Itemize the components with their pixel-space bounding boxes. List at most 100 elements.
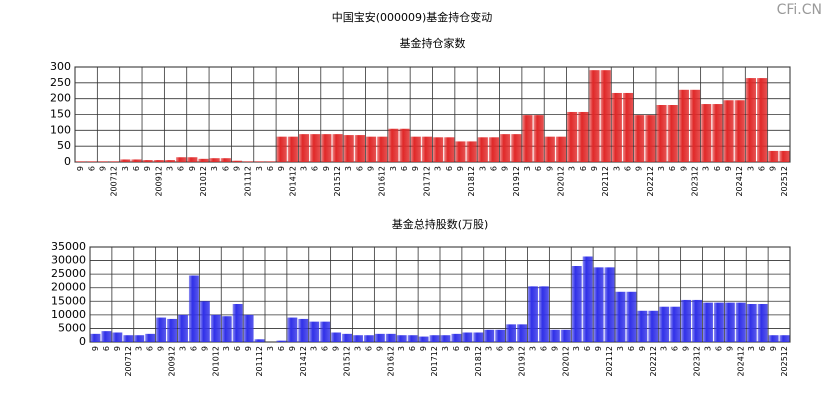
x-tick-label: 201512: [333, 166, 342, 197]
x-tick-label: 3: [121, 166, 130, 171]
bar: [385, 333, 396, 342]
bar: [332, 134, 343, 162]
x-tick-label: 201912: [518, 346, 527, 377]
bar: [365, 136, 377, 162]
bar: [703, 302, 713, 342]
bar: [500, 134, 511, 162]
x-tick-label: 9: [277, 166, 286, 171]
x-tick-label: 9: [91, 346, 100, 351]
x-tick-label: 202512: [780, 346, 789, 377]
bar: [298, 318, 309, 342]
x-tick-label: 6: [489, 166, 498, 171]
bar: [506, 324, 517, 342]
bar: [549, 329, 560, 342]
bar: [462, 332, 473, 342]
y-tick-label: 30000: [51, 254, 86, 267]
bar: [399, 128, 410, 162]
bar: [582, 256, 593, 342]
x-tick-label: 3: [568, 166, 577, 171]
y-tick-label: 50: [57, 139, 71, 152]
x-tick-label: 6: [627, 346, 636, 351]
x-tick-label: 3: [389, 166, 398, 171]
x-tick-label: 6: [671, 346, 680, 351]
bar: [153, 160, 164, 162]
y-tick-label: 300: [50, 60, 71, 73]
x-tick-label: 201712: [430, 346, 439, 377]
x-tick-label: 9: [411, 166, 420, 171]
x-tick-label: 9: [635, 166, 644, 171]
x-tick-label: 6: [539, 346, 548, 351]
x-tick-label: 9: [679, 166, 688, 171]
x-tick-label: 6: [364, 346, 373, 351]
bar: [611, 92, 622, 162]
bar: [342, 333, 352, 342]
x-tick-label: 9: [375, 346, 384, 351]
bar: [407, 335, 418, 342]
x-tick-label: 9: [157, 346, 166, 351]
bar: [701, 104, 712, 162]
x-tick-label: 9: [725, 346, 734, 351]
bar: [533, 115, 544, 162]
bar: [209, 158, 220, 162]
x-tick-label: 200712: [110, 166, 119, 197]
x-tick-label: 9: [550, 346, 559, 351]
bar: [604, 267, 615, 342]
x-tick-label: 9: [419, 346, 428, 351]
x-tick-label: 3: [222, 346, 231, 351]
x-tick-label: 3: [703, 346, 712, 351]
x-tick-label: 3: [612, 166, 621, 171]
bar: [123, 335, 134, 342]
bar: [517, 324, 527, 342]
x-tick-label: 6: [400, 166, 409, 171]
bar: [451, 333, 462, 342]
x-tick-label: 9: [594, 346, 603, 351]
bar: [243, 161, 254, 162]
bar: [779, 335, 790, 342]
bar: [712, 104, 723, 162]
bar: [735, 302, 746, 342]
y-tick-label: 35000: [51, 240, 86, 253]
x-tick-label: 3: [353, 346, 362, 351]
bar: [231, 160, 243, 162]
x-tick-label: 202112: [601, 166, 610, 197]
x-tick-label: 9: [288, 346, 297, 351]
bar: [615, 291, 626, 342]
bar: [309, 321, 320, 342]
bar: [626, 291, 637, 342]
x-tick-label: 3: [165, 166, 174, 171]
bar: [254, 161, 265, 162]
x-tick-label: 201812: [474, 346, 483, 377]
y-tick-label: 10000: [51, 308, 86, 321]
bar: [589, 70, 600, 162]
x-tick-label: 3: [397, 346, 406, 351]
bar: [637, 310, 648, 342]
chart-title: 基金持仓家数: [400, 36, 466, 50]
x-tick-label: 3: [657, 166, 666, 171]
x-tick-label: 201612: [386, 346, 395, 377]
bar: [164, 160, 176, 162]
bar: [198, 158, 209, 162]
bar: [444, 137, 455, 162]
bar: [678, 89, 689, 162]
x-tick-label: 6: [221, 166, 230, 171]
bar: [298, 134, 310, 162]
y-tick-label: 5000: [58, 321, 86, 334]
x-tick-label: 9: [232, 166, 241, 171]
x-tick-label: 6: [713, 166, 722, 171]
x-tick-label: 202412: [736, 346, 745, 377]
bar: [410, 136, 421, 162]
x-tick-label: 6: [87, 166, 96, 171]
bar: [670, 306, 681, 342]
x-tick-label: 6: [132, 166, 141, 171]
bar: [90, 333, 101, 342]
x-tick-label: 6: [177, 166, 186, 171]
bar: [746, 304, 757, 342]
x-tick-label: 9: [200, 346, 209, 351]
bar: [600, 70, 611, 162]
x-tick-label: 201812: [467, 166, 476, 197]
bar: [455, 141, 466, 162]
bar: [101, 331, 112, 342]
bar: [648, 310, 659, 342]
x-tick-label: 200912: [154, 166, 163, 197]
bar: [276, 136, 287, 162]
